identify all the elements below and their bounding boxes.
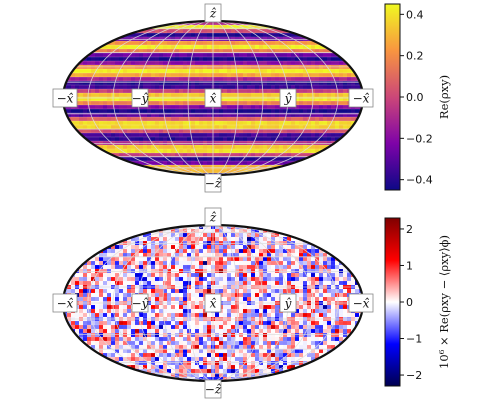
axis-marker-top: ẑ [204, 207, 222, 227]
colorbar-tick-label: 0.2 [406, 50, 424, 63]
colorbar-tick-label: −2 [406, 369, 422, 382]
axis-marker-right: −x̂ [348, 88, 374, 108]
colorbar-tick-label: 0 [406, 296, 413, 309]
axis-marker-left: −x̂ [52, 293, 78, 313]
colorbar-tick-label: −1 [406, 333, 422, 346]
axis-marker-right-mid: ŷ [279, 293, 297, 313]
axis-marker-label: ẑ [209, 7, 217, 21]
axis-marker-label: ẑ [209, 211, 217, 225]
axis-marker-label: −ŷ [132, 92, 149, 106]
axis-marker-label: −ŷ [132, 297, 149, 311]
colorbar-tick-label: −0.4 [406, 174, 433, 187]
axis-marker-label: −x̂ [57, 297, 74, 311]
colorbar-gradient [384, 217, 401, 387]
axis-marker-label: −ẑ [205, 383, 222, 397]
axis-marker-center: x̂ [204, 88, 222, 108]
axis-marker-label: ŷ [284, 92, 292, 106]
axis-marker-left-mid: −ŷ [132, 88, 149, 108]
panel-1: ẑ −ẑ −x̂ −ŷ x̂ ŷ −x̂ 0.4 0.2 0.0 −0.2 −0.4 Re(ρxy) [52, 3, 451, 193]
axis-marker-top: ẑ [204, 3, 222, 23]
axis-marker-center: x̂ [204, 293, 222, 313]
axis-marker-label: x̂ [210, 92, 217, 106]
axis-marker-left-mid: −ŷ [132, 293, 149, 313]
axis-marker-bottom: −ẑ [204, 173, 222, 193]
axis-marker-bottom: −ẑ [204, 379, 222, 399]
colorbar-label: 10⁶ × Re(ρxy − ⟨ρxy⟩ϕ) [437, 235, 451, 369]
colorbar-gradient [384, 3, 401, 191]
axis-marker-left: −x̂ [52, 88, 78, 108]
colorbar-tick-label: 2 [406, 223, 413, 236]
colorbar-tick-label: 0.0 [406, 91, 424, 104]
colorbar: 0.4 0.2 0.0 −0.2 −0.4 Re(ρxy) [384, 3, 451, 191]
colorbar-label: Re(ρxy) [437, 75, 451, 119]
colorbar-tick-label: 1 [406, 259, 413, 272]
axis-marker-label: −x̂ [353, 297, 370, 311]
panel-2: ẑ −ẑ −x̂ −ŷ x̂ ŷ −x̂ 2 1 0 −1 −2 10⁶ × Re(ρxy − ⟨ρxy… [52, 207, 451, 399]
axis-marker-right: −x̂ [348, 293, 374, 313]
colorbar-tick-label: 0.4 [406, 8, 424, 21]
axis-marker-right-mid: ŷ [279, 88, 297, 108]
axis-marker-label: −x̂ [353, 92, 370, 106]
graticule [63, 224, 363, 382]
colorbar-tick-label: −0.2 [406, 132, 433, 145]
axis-marker-label: −ẑ [205, 177, 222, 191]
axis-marker-label: x̂ [210, 297, 217, 311]
colorbar: 2 1 0 −1 −2 10⁶ × Re(ρxy − ⟨ρxy⟩ϕ) [384, 217, 451, 387]
axis-marker-label: −x̂ [57, 92, 74, 106]
axis-marker-label: ŷ [284, 297, 292, 311]
